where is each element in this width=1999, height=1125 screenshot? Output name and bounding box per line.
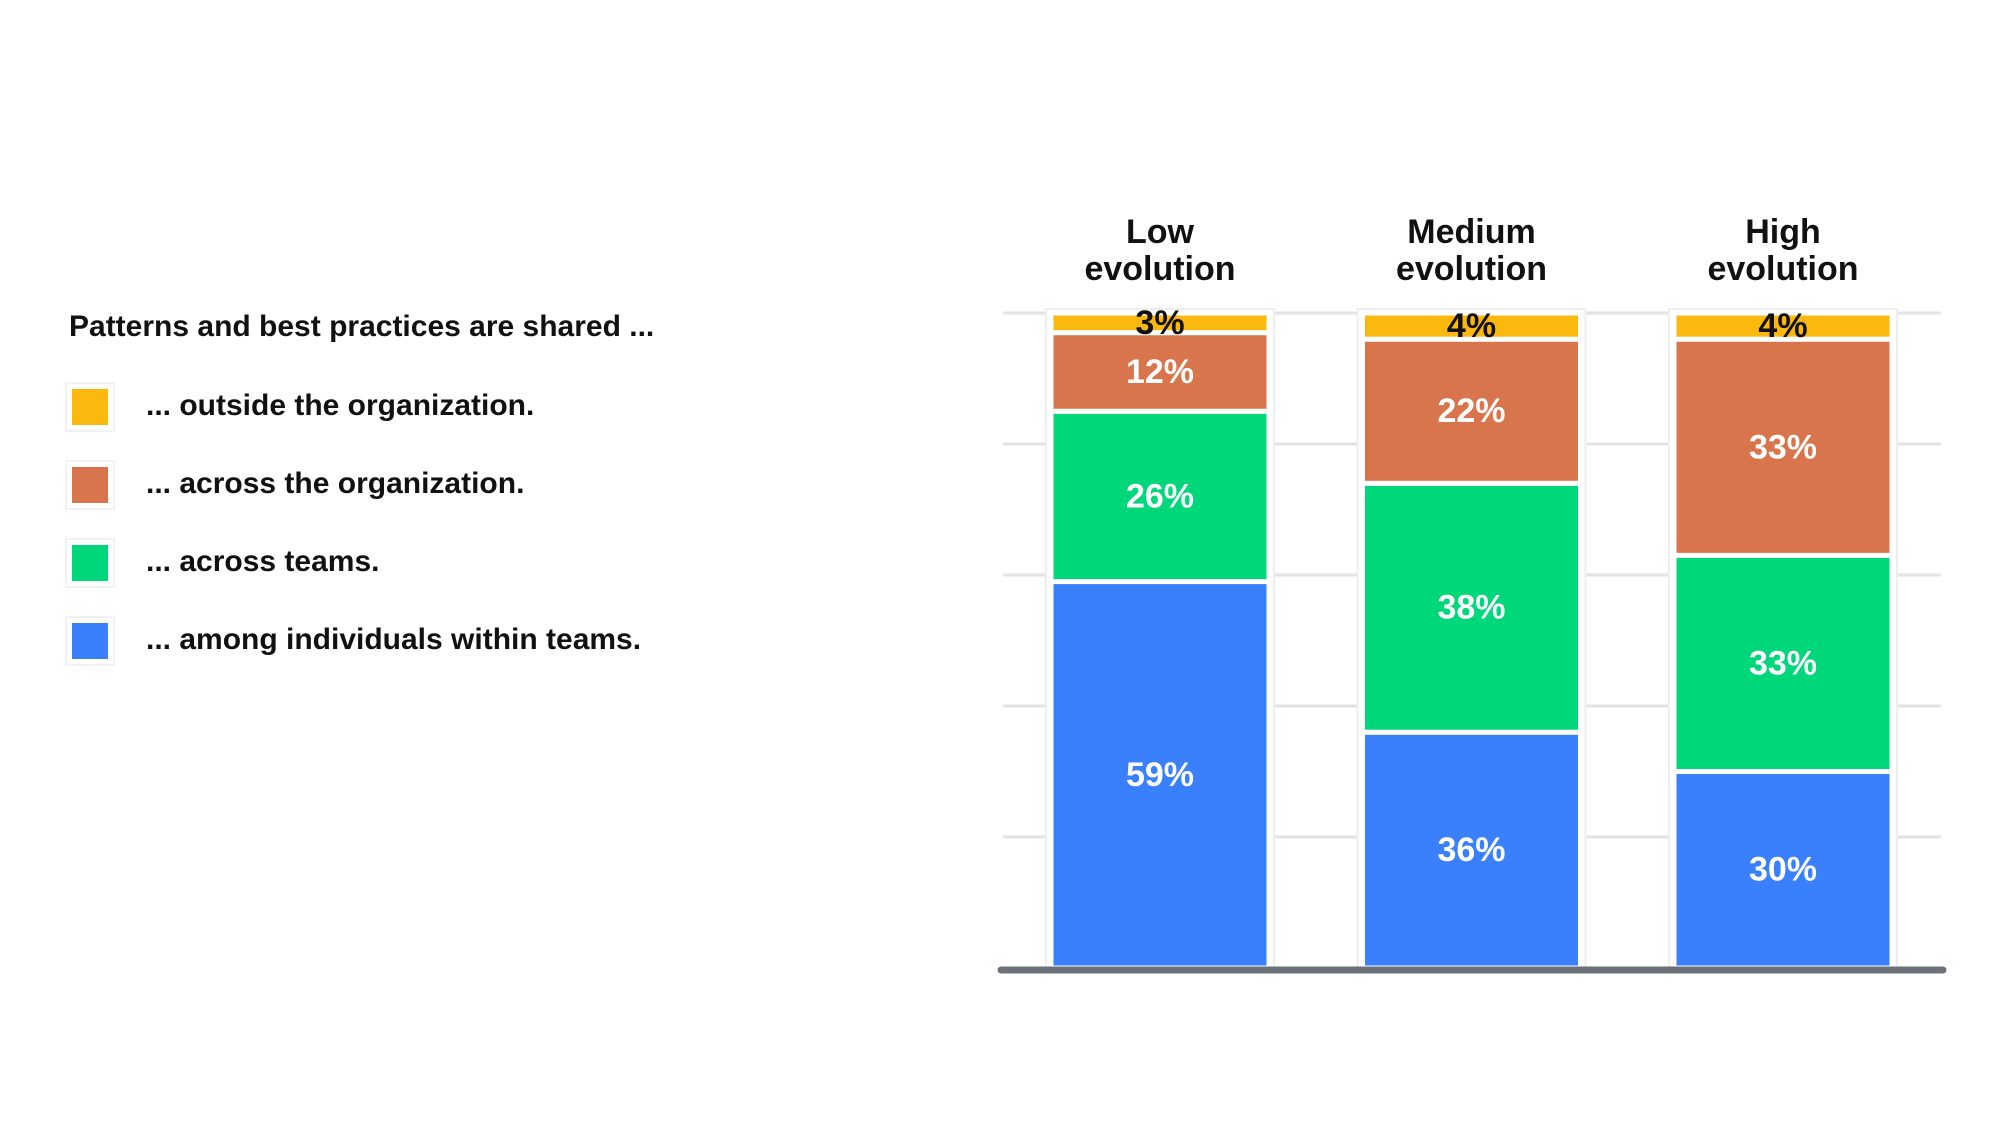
- value-label: 4%: [1758, 307, 1807, 345]
- value-label: 26%: [1126, 477, 1194, 515]
- bar-segment: [1671, 769, 1895, 971]
- value-label: 22%: [1437, 392, 1505, 430]
- value-label: 38%: [1437, 589, 1505, 627]
- value-label: 4%: [1447, 307, 1496, 345]
- bar-segment: [1360, 310, 1583, 342]
- value-label: 36%: [1437, 831, 1505, 869]
- bar-segment: [1671, 336, 1895, 558]
- legend-label: ... among individuals within teams.: [146, 623, 641, 656]
- legend-swatch: [72, 623, 108, 659]
- value-label: 12%: [1126, 353, 1194, 391]
- bar-segment: [1048, 310, 1272, 336]
- category-label: Low evolution: [1084, 213, 1236, 288]
- value-label: 33%: [1749, 428, 1817, 466]
- bar-segment: [1360, 480, 1583, 735]
- bar-segment: [1671, 552, 1895, 774]
- value-label: 3%: [1135, 304, 1184, 342]
- legend-label: ... across the organization.: [146, 467, 524, 500]
- legend-swatch: [72, 467, 108, 503]
- legend-label: ... across teams.: [146, 545, 379, 578]
- bar-segment: [1671, 310, 1895, 342]
- legend-swatch: [72, 545, 108, 581]
- value-label: 33%: [1749, 644, 1817, 682]
- value-label: 30%: [1749, 851, 1817, 889]
- category-label: High evolution: [1707, 213, 1859, 288]
- legend-swatch: [72, 389, 108, 425]
- value-label: 59%: [1126, 756, 1194, 794]
- legend-title: Patterns and best practices are shared .…: [69, 310, 654, 343]
- bar-segment: [1360, 336, 1583, 486]
- category-label: Medium evolution: [1395, 213, 1548, 288]
- legend-label: ... outside the organization.: [146, 389, 534, 422]
